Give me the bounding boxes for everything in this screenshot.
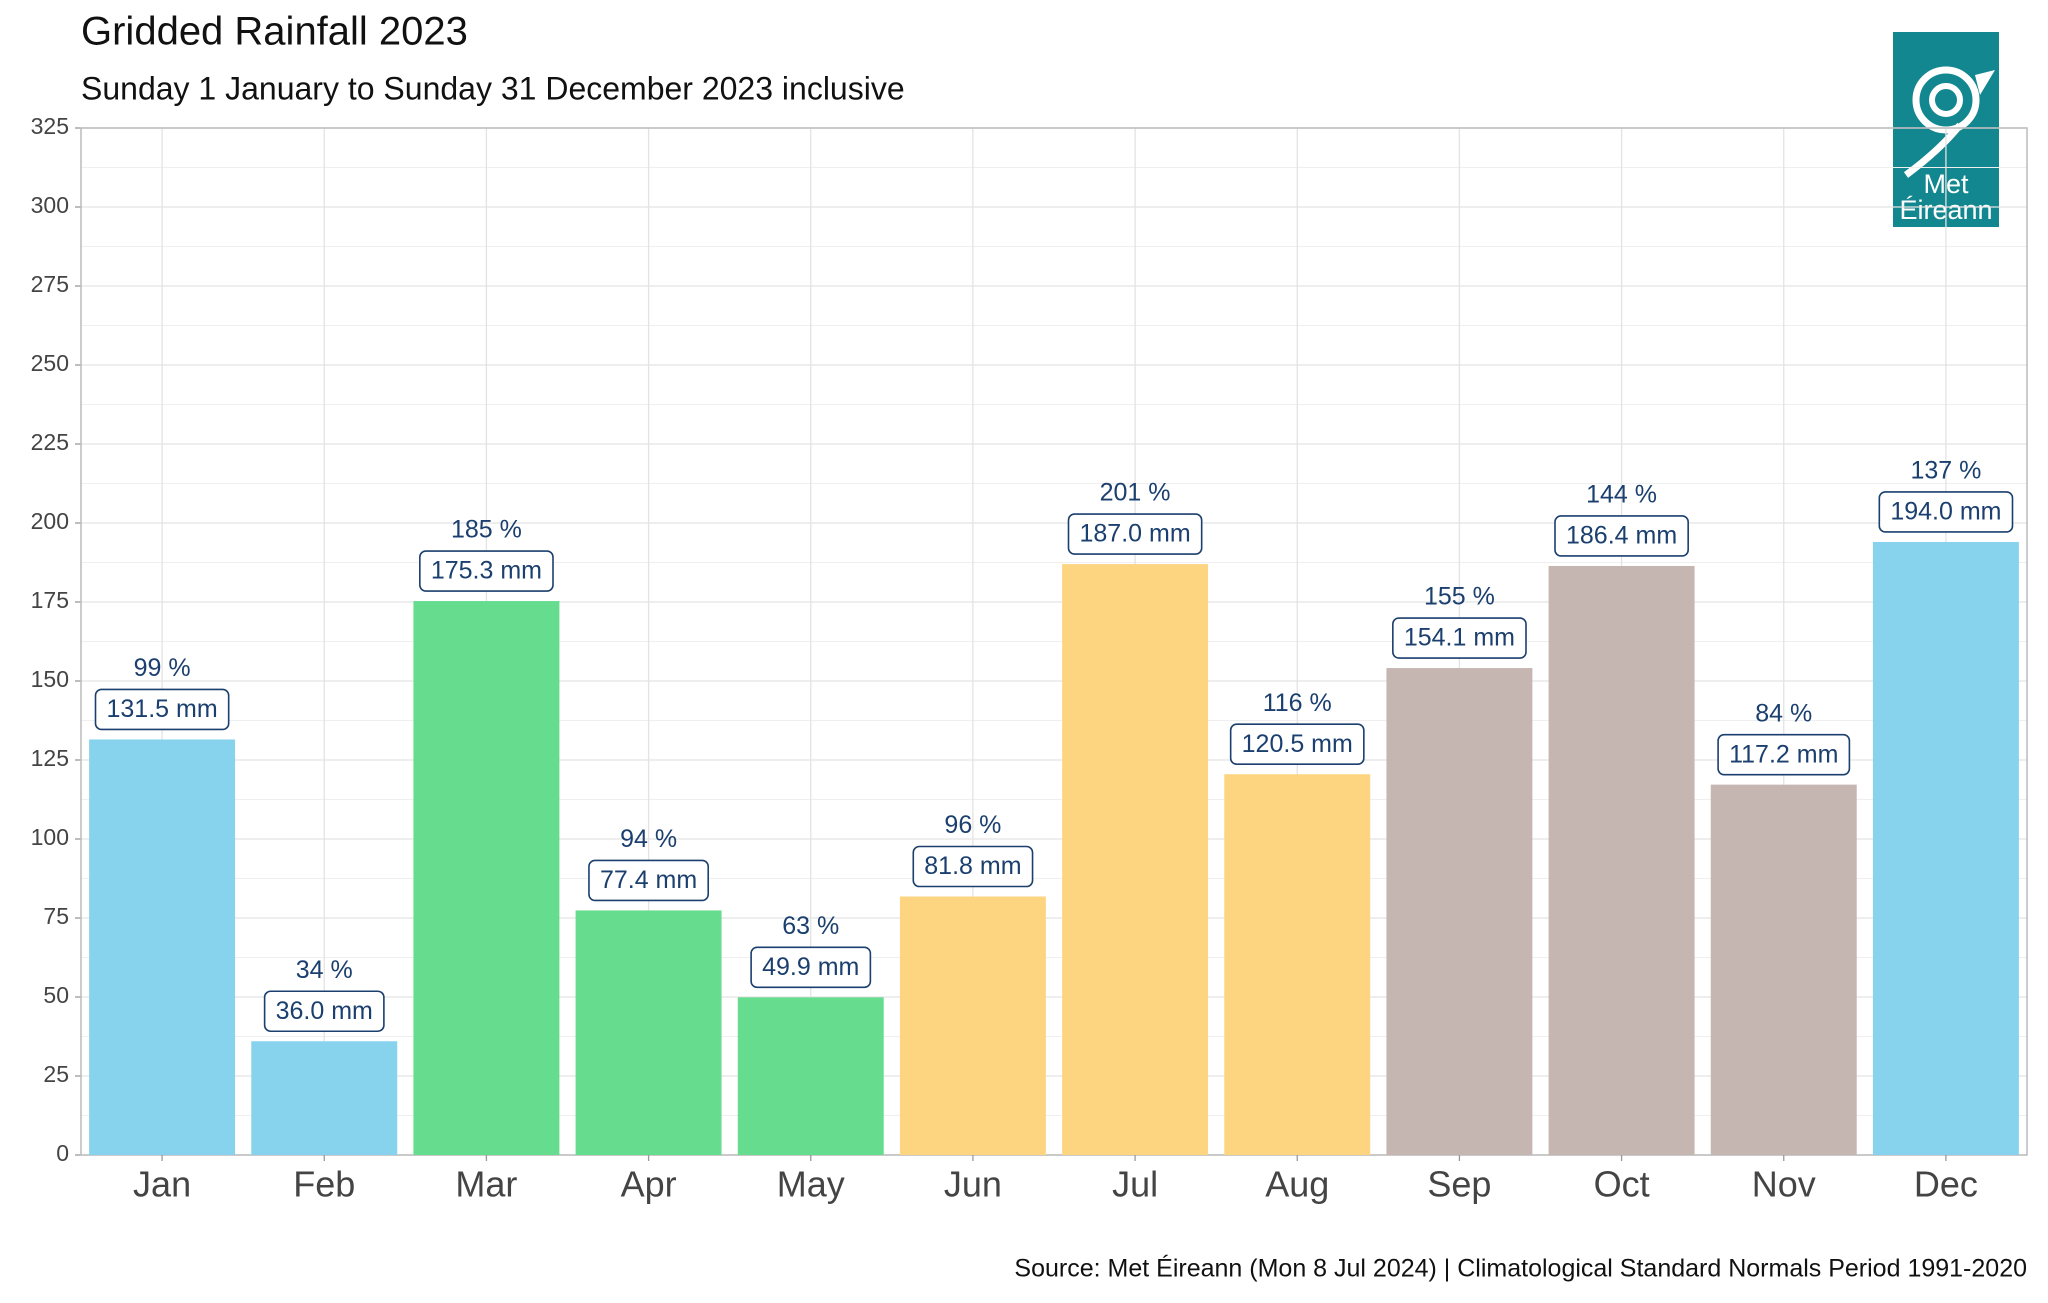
logo-swirl (1975, 70, 1995, 95)
y-tick-label: 25 (43, 1061, 69, 1087)
x-tick-label: Mar (455, 1164, 517, 1205)
value-label-box (1229, 723, 1365, 766)
chart-title: Gridded Rainfall 2023 (81, 10, 468, 54)
y-tick-label: 300 (31, 192, 69, 218)
bar (575, 910, 722, 1155)
percent-label: 201 % (1100, 479, 1171, 507)
value-label-box (588, 859, 710, 902)
percent-label: 116 % (1263, 689, 1332, 717)
x-tick-label: May (777, 1164, 845, 1205)
value-label-box (263, 990, 385, 1033)
percent-label: 94 % (620, 825, 677, 853)
percent-label: 63 % (782, 912, 839, 940)
y-tick-label: 275 (31, 271, 69, 297)
percent-label: 155 % (1424, 583, 1495, 611)
bar (251, 1041, 398, 1155)
value-label: 131.5 mm (106, 695, 217, 723)
bar (89, 739, 236, 1155)
bar (737, 997, 884, 1155)
source-note: Source: Met Éireann (Mon 8 Jul 2024) | C… (1014, 1254, 2027, 1283)
percent-label: 84 % (1755, 699, 1812, 727)
y-tick-label: 50 (43, 982, 69, 1008)
y-tick-label: 0 (56, 1140, 69, 1166)
bar (413, 601, 560, 1155)
chart-subtitle: Sunday 1 January to Sunday 31 December 2… (81, 70, 905, 106)
value-label: 49.9 mm (762, 953, 859, 981)
bar (1710, 784, 1857, 1155)
percent-label: 99 % (134, 654, 191, 682)
y-tick-label: 250 (31, 350, 69, 376)
value-label-box (1067, 513, 1203, 555)
x-tick-label: Sep (1427, 1164, 1491, 1205)
bar (1062, 564, 1209, 1155)
bar (899, 896, 1046, 1155)
logo-swirl (1929, 83, 1963, 117)
value-label: 154.1 mm (1404, 624, 1515, 652)
percent-label: 144 % (1586, 481, 1657, 509)
value-label-box (1392, 617, 1527, 659)
value-label: 117.2 mm (1729, 740, 1838, 768)
percent-label: 185 % (451, 516, 522, 544)
x-tick-label: Apr (621, 1164, 677, 1205)
value-label: 186.4 mm (1566, 522, 1677, 550)
value-label-box (750, 946, 872, 989)
x-tick-label: Feb (293, 1164, 355, 1205)
bar (1224, 774, 1371, 1155)
bar (1548, 565, 1695, 1155)
value-label-box (1878, 491, 2014, 533)
value-label: 77.4 mm (600, 866, 697, 894)
value-label: 187.0 mm (1079, 520, 1190, 548)
x-tick-label: Jul (1112, 1164, 1158, 1205)
value-label-box (94, 688, 230, 731)
value-label: 81.8 mm (924, 852, 1021, 880)
x-tick-label: Oct (1594, 1164, 1650, 1205)
value-label: 175.3 mm (431, 557, 542, 585)
y-tick-label: 200 (31, 508, 69, 534)
value-label-box (1554, 515, 1689, 557)
x-tick-label: Nov (1752, 1164, 1816, 1205)
y-tick-label: 175 (31, 587, 69, 613)
value-label: 120.5 mm (1242, 730, 1353, 758)
bar (1386, 668, 1533, 1155)
x-tick-label: Jan (133, 1164, 191, 1205)
y-tick-label: 225 (31, 429, 69, 455)
percent-label: 137 % (1910, 457, 1981, 485)
value-label-box (419, 550, 554, 592)
x-tick-label: Jun (944, 1164, 1002, 1205)
value-label-box (1717, 733, 1851, 776)
plot-frame (80, 127, 2028, 1156)
value-label-box (912, 845, 1034, 888)
bar (1872, 541, 2019, 1155)
value-label: 36.0 mm (276, 997, 373, 1025)
value-label: 194.0 mm (1890, 498, 2001, 526)
y-tick-label: 75 (43, 903, 69, 929)
x-tick-label: Dec (1914, 1164, 1978, 1205)
y-tick-label: 125 (31, 745, 69, 771)
percent-label: 96 % (944, 811, 1001, 839)
x-tick-label: Aug (1265, 1164, 1329, 1205)
y-tick-label: 100 (31, 824, 69, 850)
logo-swirl (1903, 122, 1963, 178)
y-tick-label: 325 (31, 113, 69, 139)
y-tick-label: 150 (31, 666, 69, 692)
percent-label: 34 % (296, 956, 353, 984)
